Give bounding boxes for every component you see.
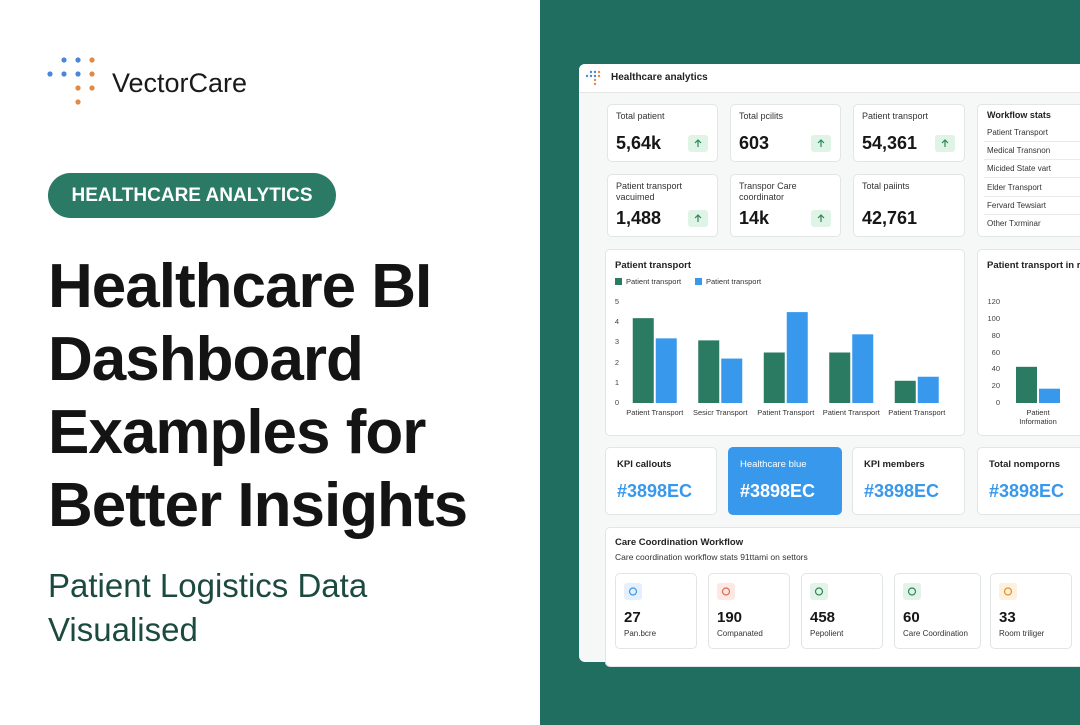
y-tick-label: 4 <box>614 317 619 327</box>
legend-label: Patient transport <box>706 277 762 286</box>
callout-label: Healthcare blue <box>740 459 807 470</box>
workflow-item: Patient Transport <box>987 128 1048 137</box>
care-label: Companated <box>717 629 763 638</box>
callout-value: #3898EC <box>740 481 816 501</box>
workflow-card <box>977 104 1080 237</box>
kpi-value: 54,361 <box>862 133 918 153</box>
kpi-value: 42,761 <box>862 208 918 228</box>
y-tick-label: 80 <box>991 330 1000 340</box>
workflow-separator <box>984 177 1080 179</box>
y-tick-label: 120 <box>987 297 1000 306</box>
y-tick-label: 3 <box>614 337 619 347</box>
x-tick-label: Patient Transport <box>822 408 880 417</box>
callout-value: #3898EC <box>864 481 940 501</box>
care-subtitle: Care coordination workflow stats 91ttami… <box>615 552 808 562</box>
callout-value: #3898EC <box>989 481 1065 501</box>
workflow-separator <box>984 141 1080 142</box>
workflow-item: Elder Transport <box>987 182 1042 192</box>
callout-label: KPI members <box>864 459 925 470</box>
hero-title: Healthcare BI Dashboard Examples for Bet… <box>48 252 468 540</box>
workflow-item: Other Txrminar <box>987 219 1041 228</box>
dashboard-header <box>579 64 1080 93</box>
kpi-card <box>730 104 841 162</box>
kpi-label: Patient transport <box>862 111 929 121</box>
y-tick-label: 100 <box>987 313 1000 323</box>
workflow-separator <box>984 195 1080 197</box>
care-value: 458 <box>810 609 836 626</box>
x-tick-label: Patient Transport <box>757 408 815 417</box>
care-value: 190 <box>717 609 743 626</box>
logo-mark <box>47 57 95 105</box>
kpi-label: Total paiints <box>862 181 910 191</box>
workflow-separator <box>984 159 1080 161</box>
callout-card <box>977 447 1080 515</box>
care-value: 27 <box>624 609 641 626</box>
workflow-title: Workflow stats <box>987 110 1051 120</box>
chart-title: Patient transport in r <box>987 260 1080 271</box>
y-tick-label: 40 <box>991 364 1000 374</box>
care-title: Care Coordination Workflow <box>615 537 744 548</box>
kpi-value: 14k <box>739 208 770 228</box>
kpi-card <box>853 174 965 237</box>
kpi-value: 603 <box>739 133 770 153</box>
hero-subtitle: Patient Logistics Data Visualised <box>48 567 368 648</box>
legend-label: Patient transport <box>626 277 682 286</box>
kpi-value: 1,488 <box>616 208 662 228</box>
y-tick-label: 1 <box>614 377 619 387</box>
kpi-card <box>607 104 718 162</box>
chart-card <box>977 249 1080 436</box>
header-logo <box>585 70 601 86</box>
workflow-separator <box>984 213 1080 215</box>
workflow-item: Medical Transnon <box>987 146 1051 156</box>
kpi-label: Total pcilits <box>739 111 784 121</box>
y-tick-label: 5 <box>614 297 619 306</box>
workflow-item: Fervard Tewsiart <box>987 200 1046 210</box>
x-tick-label: Patient Information <box>1019 408 1057 426</box>
callout-card <box>852 447 965 515</box>
x-tick-label: Sesicr Transport <box>692 408 748 417</box>
badge: HEALTHCARE ANALYTICS <box>48 173 336 218</box>
x-tick-label: Patient Transport <box>888 408 946 417</box>
callout-value: #3898EC <box>617 481 693 501</box>
workflow-item: Micided State vart <box>987 164 1052 174</box>
care-label: Care Coordination <box>903 629 968 638</box>
kpi-value: 5,64k <box>616 133 662 153</box>
dashboard-title: Healthcare analytics <box>611 72 708 83</box>
care-label: Pan.bcre <box>624 629 657 638</box>
care-label: Room triliger <box>999 629 1045 638</box>
y-tick-label: 0 <box>614 398 619 407</box>
y-tick-label: 20 <box>991 381 1000 391</box>
kpi-label: Transpor Care coordinator <box>739 181 797 202</box>
care-label: Pepolient <box>810 629 844 638</box>
kpi-card <box>853 104 965 162</box>
x-tick-label: Patient Transport <box>626 408 684 417</box>
y-tick-label: 2 <box>614 357 619 367</box>
chart-title: Patient transport <box>615 260 692 271</box>
care-value: 33 <box>999 609 1016 626</box>
callout-label: KPI callouts <box>617 459 672 470</box>
y-tick-label: 60 <box>991 347 1000 357</box>
y-tick-label: 0 <box>995 398 1000 407</box>
callout-card <box>728 447 842 515</box>
kpi-label: Total patient <box>616 111 665 121</box>
care-value: 60 <box>903 609 920 626</box>
callout-label: Total nomporns <box>989 459 1061 470</box>
kpi-label: Patient transport vacuimed <box>616 181 683 202</box>
brand-name: VectorCare <box>112 68 248 98</box>
callout-card <box>605 447 717 515</box>
